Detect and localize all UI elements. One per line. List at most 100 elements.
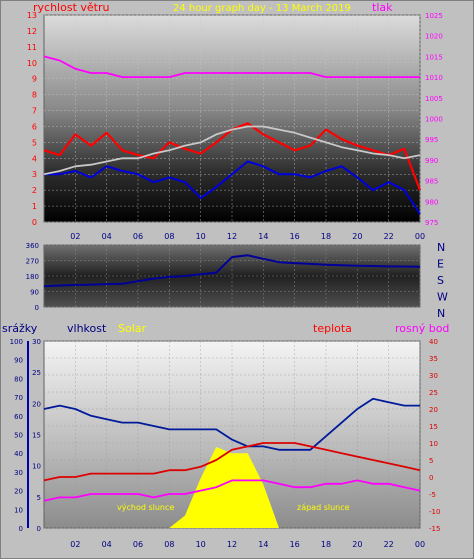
wind-speed-tick-label: 12 [27,27,37,36]
wind-panel-series [43,55,422,215]
solar-label: Solar [118,322,147,335]
pressure-tick-label: 995 [425,136,438,144]
time-tick-label: 10 [196,232,206,241]
pressure-tick-label: 990 [425,157,438,165]
temperature-tick-label: -5 [429,491,436,499]
chart-title: 24 hour graph day - 13 March 2019 [173,3,351,14]
sunset-annotation: západ slunce [297,503,350,512]
climate-panel-series [43,397,421,528]
time-tick-label: 08 [164,232,174,241]
wind-speed-tick-label: 1 [32,202,37,211]
climate-panel-grid [44,340,421,529]
humidity-label: vlhkost [67,322,107,335]
precipitation-label: srážky [2,322,38,335]
precipitation-tick-label: 70 [14,394,23,402]
humidity-tick-label: 30 [32,338,41,346]
wind-speed-tick-label: 4 [32,154,37,163]
direction-panel-series [43,254,421,288]
time-tick-label: 06 [133,232,143,241]
temperature-tick-label: 20 [429,406,438,414]
time-tick-label: 12 [227,232,237,241]
humidity-tick-label: 5 [37,494,41,502]
temperature-tick-label: 0 [429,474,433,482]
precipitation-tick-label: 50 [14,432,23,440]
direction-panel-grid [44,244,421,308]
compass-label: E [437,258,444,271]
temperature-tick-label: 30 [429,372,438,380]
temperature-tick-label: 10 [429,440,438,448]
compass-label: N [437,241,445,254]
time-tick-label: 00 [415,540,425,549]
wind-speed-tick-label: 6 [32,122,37,131]
precipitation-tick-label: 60 [14,413,23,421]
compass-label: S [437,274,444,287]
humidity-tick-label: 0 [37,525,41,533]
wind-panel-time-axis: 02 04 06 08 10 12 14 16 18 20 22 00 [70,232,425,241]
humidity-axis: 0 5 10 15 20 25 30 [32,338,41,533]
wind-speed-tick-label: 2 [32,186,37,195]
time-tick-label: 08 [164,540,174,549]
temperature-label: teplota [313,322,352,335]
direction-degree-tick-label: 360 [26,242,39,250]
precipitation-axis: 0 10 20 30 40 50 60 70 80 90 100 [10,338,29,533]
dewpoint-label: rosný bod [395,322,449,335]
pressure-tick-label: 1005 [425,95,443,103]
time-tick-label: 22 [384,232,394,241]
pressure-tick-label: 985 [425,178,438,186]
pressure-tick-label: 1015 [425,53,443,61]
temperature-tick-label: 40 [429,338,438,346]
direction-degree-axis: 0 90 180 270 360 [26,242,39,312]
pressure-tick-label: 980 [425,198,438,206]
wind-speed-tick-label: 9 [32,75,37,84]
pressure-tick-label: 975 [425,219,438,227]
time-tick-label: 22 [384,540,394,549]
precipitation-tick-label: 100 [10,338,23,346]
precipitation-tick-label: 90 [14,357,23,365]
direction-line [43,254,421,288]
solar-area [44,447,420,528]
pressure-tick-label: 1000 [425,116,443,124]
pressure-label: tlak [372,1,393,14]
time-tick-label: 04 [102,540,112,549]
precipitation-tick-label: 20 [14,488,23,496]
time-tick-label: 00 [415,232,425,241]
wind-panel-background [43,14,421,223]
temperature-tick-label: -10 [429,508,440,516]
time-tick-label: 18 [321,540,331,549]
precipitation-tick-label: 0 [19,525,23,533]
time-tick-label: 16 [290,540,300,549]
precipitation-tick-label: 40 [14,450,23,458]
pressure-line [43,55,420,78]
time-tick-label: 02 [70,540,80,549]
time-tick-label: 04 [102,232,112,241]
precipitation-tick-label: 30 [14,469,23,477]
temperature-tick-label: -15 [429,525,440,533]
wind-speed-tick-label: 10 [27,59,37,68]
time-tick-label: 02 [70,232,80,241]
precipitation-tick-label: 10 [14,506,23,514]
direction-degree-tick-label: 180 [26,273,39,281]
time-tick-label: 14 [258,540,268,549]
direction-degree-tick-label: 0 [35,304,39,312]
humidity-tick-label: 25 [32,369,41,377]
time-tick-label: 06 [133,540,143,549]
wind-speed-tick-label: 5 [32,138,37,147]
wind-speed-tick-label: 7 [32,107,37,116]
time-tick-label: 14 [258,232,268,241]
climate-panel-time-axis: 02 04 06 08 10 12 14 16 18 20 22 00 [70,540,425,549]
temperature-tick-label: 25 [429,389,438,397]
wind-speed-tick-label: 0 [32,218,37,227]
wind-speed-label: rychlost větru [33,1,109,14]
time-tick-label: 18 [321,232,331,241]
pressure-tick-label: 1025 [425,12,443,20]
temperature-tick-label: 5 [429,457,433,465]
average-line [44,160,421,215]
direction-degree-tick-label: 90 [30,289,39,297]
pressure-tick-label: 1010 [425,74,443,82]
temperature-tick-label: 15 [429,423,438,431]
time-tick-label: 16 [290,232,300,241]
